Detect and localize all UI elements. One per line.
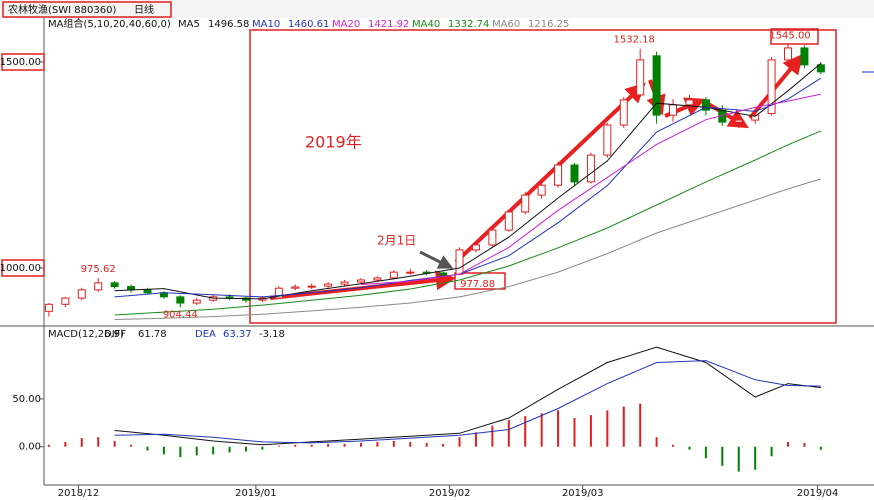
candle-body — [816, 64, 825, 73]
trend-arrow — [454, 82, 646, 264]
security-name[interactable]: 农林牧渔(SWI 880360) — [8, 3, 116, 16]
year-annotation: 2019年 — [305, 133, 362, 152]
candle-body — [291, 286, 300, 289]
candle-body — [143, 289, 152, 294]
x-tick-label: 2019/04 — [797, 488, 839, 499]
legend-value: -3.18 — [259, 329, 285, 340]
legend-name: MA20 — [332, 19, 360, 30]
legend-value: 1332.74 — [448, 19, 489, 30]
legend-name: DIFF — [104, 329, 126, 340]
indicator-line — [114, 360, 821, 444]
legend-value: 1496.58 — [208, 19, 249, 30]
x-tick-label: 2019/03 — [562, 488, 604, 499]
candle-body — [471, 244, 480, 251]
legend-value: 61.78 — [138, 329, 167, 340]
candle-body — [455, 249, 464, 275]
price-label: 1532.18 — [614, 35, 655, 46]
x-tick-label: 2019/02 — [429, 488, 471, 499]
candle-body — [586, 154, 595, 183]
candle-body — [94, 282, 103, 291]
date-annotation: 2月1日 — [377, 234, 416, 248]
candle-body — [439, 272, 448, 276]
candle-body — [652, 55, 661, 116]
legend-name: MA10 — [252, 19, 280, 30]
candle-body — [356, 279, 365, 283]
candle-body — [767, 59, 776, 114]
legend-value: 1460.61 — [288, 19, 329, 30]
toolbar — [0, 0, 874, 18]
candle-body — [504, 211, 513, 231]
price-label: 975.62 — [81, 264, 116, 275]
candle-body — [784, 47, 793, 61]
indicator-line — [114, 346, 821, 446]
indicator-line — [114, 178, 822, 320]
y-tick-label: 0.00 — [19, 442, 41, 453]
candle-body — [77, 289, 86, 299]
indicator-line — [114, 130, 822, 316]
candle-body — [570, 164, 579, 183]
legend-value: 63.37 — [223, 329, 252, 340]
legend-value: 1421.92 — [368, 19, 409, 30]
candle-body — [307, 285, 316, 288]
y-tick-label: 1500.00 — [0, 57, 41, 68]
candle-body — [751, 114, 760, 121]
legend-name: MA60 — [492, 19, 520, 30]
candle-body — [192, 299, 201, 304]
legend-name: MA5 — [178, 19, 200, 30]
candle-body — [636, 59, 645, 96]
candle-body — [537, 184, 546, 196]
candle-body — [406, 271, 415, 274]
x-tick-label: 2019/01 — [235, 488, 277, 499]
candle-body — [685, 99, 694, 106]
candle-body — [127, 286, 136, 291]
indicator-line — [114, 63, 822, 300]
candle-body — [61, 297, 70, 305]
candle-body — [44, 303, 53, 312]
candle-body — [340, 281, 349, 285]
price-label: 1545.00 — [769, 30, 810, 41]
highlight-box — [770, 28, 819, 45]
highlight-box — [2, 1, 172, 18]
candle-body — [521, 194, 530, 213]
x-tick-label: 2018/12 — [58, 488, 100, 499]
y-tick-label: 1000.00 — [0, 263, 41, 274]
y-tick-label: 50.00 — [12, 394, 41, 405]
price-label: 977.88 — [460, 279, 495, 290]
candle-body — [800, 47, 809, 66]
price-label: 904.44 — [163, 309, 198, 320]
candle-body — [669, 104, 678, 116]
legend-value: 1216.25 — [528, 19, 569, 30]
ma-legend-title: MA组合(5,10,20,40,60,0) — [48, 17, 171, 30]
pointer-arrow — [419, 250, 454, 269]
legend-name: DEA — [195, 329, 216, 340]
candle-body — [110, 282, 119, 288]
macd-title: MACD(12,26,9) — [48, 329, 124, 340]
highlight-box — [249, 29, 837, 324]
candle-body — [274, 287, 283, 299]
candle-body — [603, 124, 612, 156]
candle-body — [701, 99, 710, 111]
candle-body — [176, 296, 185, 304]
candle-body — [488, 229, 497, 246]
candle-body — [389, 271, 398, 279]
candle-body — [373, 277, 382, 281]
legend-name: MA40 — [412, 19, 440, 30]
period[interactable]: 日线 — [134, 3, 154, 16]
candle-body — [324, 283, 333, 287]
indicator-line — [360, 93, 822, 285]
candle-body — [619, 99, 628, 126]
candle-body — [734, 119, 743, 123]
candle-body — [554, 164, 563, 186]
indicator-line — [114, 77, 822, 298]
